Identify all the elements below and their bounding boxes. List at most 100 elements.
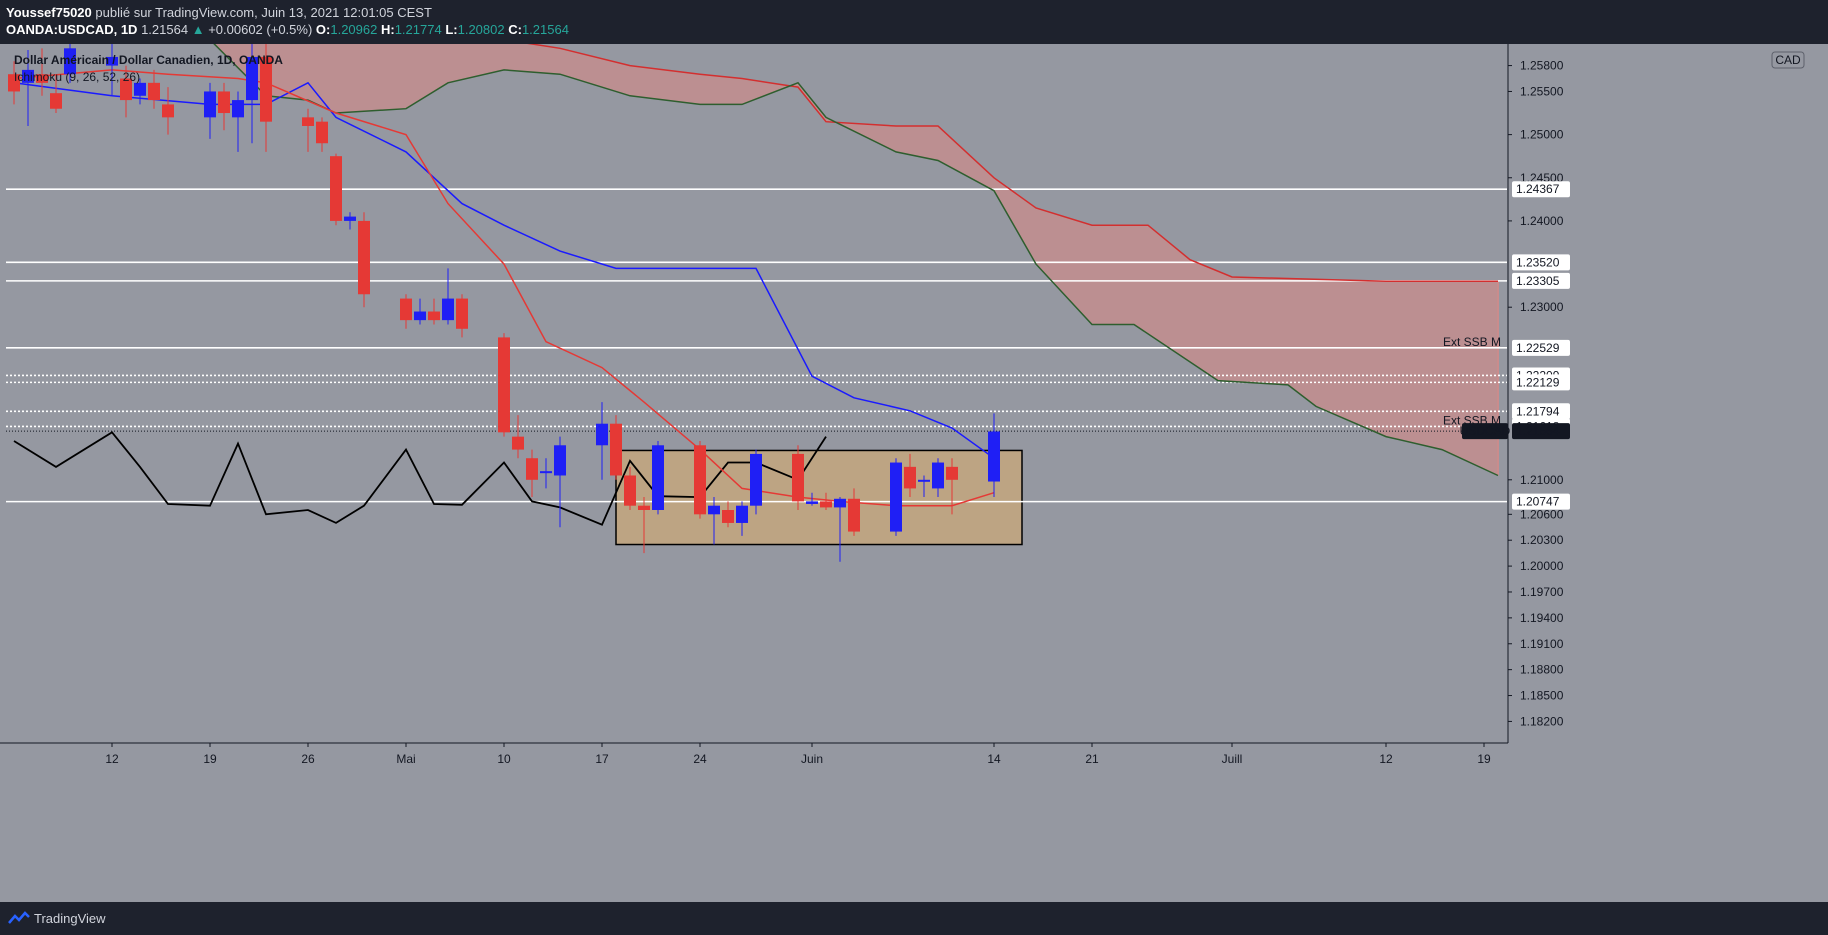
candle-body <box>50 93 62 109</box>
candle-body <box>8 74 20 92</box>
level-price-label-box <box>1512 374 1570 391</box>
candle <box>848 488 860 536</box>
low-label: L: <box>445 22 458 37</box>
candle-body <box>302 117 314 126</box>
candle-body <box>316 121 328 144</box>
candle <box>806 492 818 506</box>
candle <box>512 415 524 459</box>
low-value: 1.20802 <box>457 22 505 37</box>
price-tick-label: 1.19400 <box>1520 611 1564 625</box>
price-tick-label: 1.18800 <box>1520 663 1564 677</box>
candle <box>232 91 244 152</box>
candle-body <box>512 436 524 450</box>
open-value: 1.20962 <box>330 22 378 37</box>
candle <box>36 48 48 96</box>
level-price-label-box <box>1512 181 1570 198</box>
price-tick-label: 1.25500 <box>1520 84 1564 98</box>
time-tick-label: 14 <box>987 752 1001 766</box>
candle-body <box>540 471 552 474</box>
last-price-label: 1.21564 <box>1516 424 1560 438</box>
candle <box>624 466 636 510</box>
candle-body <box>260 56 272 122</box>
candle <box>554 436 566 528</box>
candle <box>526 449 538 498</box>
level-price-label: 1.22129 <box>1516 375 1560 389</box>
high-label: H: <box>380 22 395 37</box>
candle <box>162 87 174 135</box>
time-tick-label: 12 <box>105 752 119 766</box>
candle <box>456 294 468 338</box>
price-tick-label: 1.18200 <box>1520 714 1564 728</box>
candle <box>708 497 720 545</box>
candle-body <box>848 498 860 532</box>
legend-title[interactable]: Dollar Américain / Dollar Canadien, 1D, … <box>14 53 283 67</box>
symbol-label[interactable]: OANDA:USDCAD, 1D <box>6 22 138 37</box>
candle <box>64 44 76 83</box>
candle <box>316 117 328 152</box>
level-price-label: 1.23305 <box>1516 274 1560 288</box>
price-tick-label: 1.20600 <box>1520 507 1564 521</box>
candle-body <box>344 216 356 221</box>
time-tick-label: 21 <box>1085 752 1099 766</box>
level-price-label: 1.21794 <box>1516 404 1560 418</box>
level-price-label-box <box>1512 339 1570 356</box>
candle <box>904 453 916 498</box>
candle-body <box>246 56 258 101</box>
level-price-label: 1.20747 <box>1516 495 1560 509</box>
senkou-span-b-line <box>527 44 1498 283</box>
candle-body <box>834 498 846 508</box>
price-tick-label: 1.23000 <box>1520 300 1564 314</box>
currency-badge[interactable]: CAD <box>1771 51 1805 69</box>
price-axis[interactable] <box>1508 44 1828 743</box>
plot-background[interactable] <box>0 44 1508 743</box>
last-price: 1.21564 <box>141 22 189 37</box>
open-label: O: <box>315 22 331 37</box>
time-axis[interactable] <box>0 743 1828 902</box>
up-arrow-icon: ▲ <box>191 22 205 37</box>
candle <box>722 501 734 528</box>
candle-body <box>204 91 216 118</box>
candle <box>260 44 272 152</box>
time-tick-label: Juill <box>1222 752 1243 766</box>
time-tick-label: 19 <box>1477 752 1491 766</box>
candle-body <box>358 220 370 295</box>
candle-body <box>120 78 132 101</box>
candle-body <box>722 510 734 523</box>
candle-body <box>638 505 650 510</box>
candle-body <box>106 56 118 66</box>
candle <box>694 440 706 519</box>
candle-body <box>134 82 146 96</box>
candle-body <box>820 501 832 508</box>
candle <box>400 294 412 329</box>
price-tick-label: 1.25000 <box>1520 128 1564 142</box>
level-price-label-box <box>1512 272 1570 289</box>
candle-body <box>890 462 902 532</box>
brand-name[interactable]: TradingView <box>34 911 106 926</box>
candle <box>932 458 944 498</box>
tradingview-logo-icon[interactable] <box>8 911 30 925</box>
candle-body <box>750 453 762 506</box>
high-value: 1.21774 <box>394 22 442 37</box>
candle <box>596 402 608 480</box>
candle <box>22 50 34 126</box>
candle <box>498 333 510 437</box>
candle <box>442 268 454 325</box>
candle-body <box>526 458 538 480</box>
time-tick-label: 24 <box>693 752 707 766</box>
ichimoku-cloud <box>214 44 1499 476</box>
candle <box>330 153 342 226</box>
chart-legend: Dollar Américain / Dollar Canadien, 1D, … <box>14 53 283 84</box>
candle-body <box>498 337 510 433</box>
author-name[interactable]: Youssef75020 <box>6 5 92 20</box>
candle-body <box>694 445 706 515</box>
legend-indicator[interactable]: Ichimoku (9, 26, 52, 26) <box>14 70 140 84</box>
candle <box>540 458 552 489</box>
level-price-label: 1.23520 <box>1516 255 1560 269</box>
price-tick-label: 1.20300 <box>1520 533 1564 547</box>
candle <box>918 475 930 498</box>
candle-body <box>232 100 244 118</box>
close-value: 1.21564 <box>521 22 569 37</box>
candle-body <box>792 453 804 502</box>
chart-header: Youssef75020 publié sur TradingView.com,… <box>0 0 1828 44</box>
